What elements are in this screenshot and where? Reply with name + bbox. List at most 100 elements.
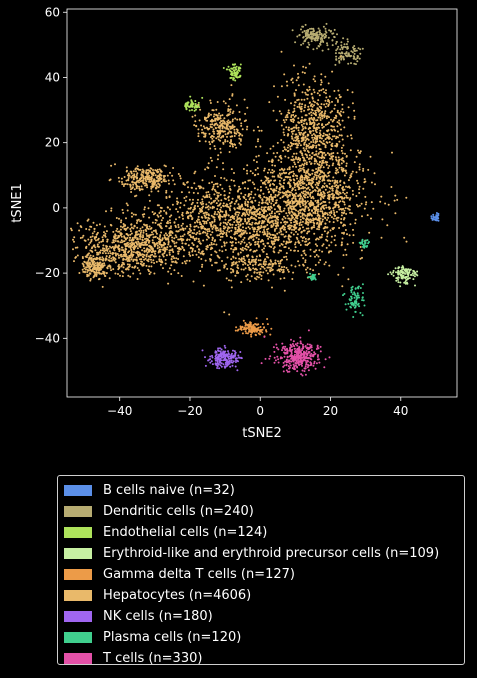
data-point bbox=[162, 217, 164, 219]
data-point bbox=[291, 132, 294, 135]
data-point bbox=[253, 207, 256, 210]
data-point bbox=[223, 177, 226, 180]
data-point bbox=[110, 269, 113, 272]
data-point bbox=[304, 243, 307, 246]
data-point bbox=[215, 229, 218, 232]
data-point bbox=[213, 193, 216, 196]
data-point bbox=[185, 108, 188, 111]
data-point bbox=[117, 273, 119, 275]
data-point bbox=[266, 233, 269, 235]
data-point bbox=[272, 191, 275, 194]
data-point bbox=[320, 195, 323, 198]
data-point bbox=[245, 243, 248, 246]
data-point bbox=[248, 211, 251, 214]
data-point bbox=[162, 178, 165, 181]
data-point bbox=[242, 195, 245, 198]
data-point bbox=[156, 171, 159, 174]
data-point bbox=[246, 172, 249, 175]
data-point bbox=[340, 44, 343, 47]
data-point bbox=[255, 236, 258, 239]
data-point bbox=[360, 249, 363, 252]
data-point bbox=[188, 191, 191, 194]
data-point bbox=[280, 112, 283, 115]
data-point bbox=[314, 80, 317, 83]
data-point bbox=[263, 210, 266, 213]
data-point bbox=[228, 108, 231, 111]
data-point bbox=[233, 207, 236, 210]
data-point bbox=[109, 223, 112, 226]
data-point bbox=[313, 32, 316, 35]
data-point bbox=[233, 135, 236, 137]
data-point bbox=[297, 169, 300, 171]
data-point bbox=[358, 151, 361, 154]
data-point bbox=[344, 46, 347, 49]
data-point bbox=[167, 238, 170, 240]
data-point bbox=[263, 229, 265, 231]
data-point bbox=[134, 234, 137, 237]
data-point bbox=[255, 145, 257, 148]
data-point bbox=[216, 208, 219, 210]
data-point bbox=[219, 147, 222, 150]
data-point bbox=[297, 260, 300, 263]
data-point bbox=[132, 227, 135, 230]
data-point bbox=[172, 255, 175, 258]
data-point bbox=[266, 224, 269, 226]
data-point bbox=[148, 216, 151, 219]
data-point bbox=[320, 107, 323, 110]
data-point bbox=[193, 206, 196, 209]
data-point bbox=[296, 233, 299, 236]
data-point bbox=[143, 208, 146, 211]
data-point bbox=[227, 221, 230, 224]
data-point bbox=[214, 224, 217, 227]
data-point bbox=[327, 103, 330, 106]
data-point bbox=[308, 146, 311, 149]
data-point bbox=[219, 208, 222, 211]
data-point bbox=[272, 152, 275, 155]
data-point bbox=[289, 148, 292, 151]
data-point bbox=[211, 181, 213, 184]
data-point bbox=[244, 204, 247, 207]
data-point bbox=[396, 277, 399, 280]
data-point bbox=[231, 237, 234, 239]
data-point bbox=[270, 236, 273, 239]
data-point bbox=[136, 267, 139, 269]
data-point bbox=[330, 193, 333, 196]
data-point bbox=[222, 204, 224, 207]
data-point bbox=[317, 225, 320, 228]
data-point bbox=[336, 204, 339, 207]
data-point bbox=[260, 206, 263, 209]
data-point bbox=[263, 196, 266, 198]
data-point bbox=[129, 228, 132, 230]
data-point bbox=[353, 115, 356, 118]
data-point bbox=[230, 247, 233, 250]
data-point bbox=[135, 184, 138, 187]
data-point bbox=[261, 248, 264, 251]
data-point bbox=[172, 251, 175, 253]
data-point bbox=[210, 197, 213, 200]
data-point bbox=[204, 133, 207, 135]
data-point bbox=[299, 169, 302, 172]
data-point bbox=[157, 182, 160, 185]
data-point bbox=[159, 238, 162, 241]
data-point bbox=[175, 241, 178, 244]
data-point bbox=[246, 213, 249, 215]
data-point bbox=[205, 247, 208, 250]
data-point bbox=[172, 260, 175, 263]
data-point bbox=[107, 252, 110, 255]
data-point bbox=[150, 261, 153, 264]
data-point bbox=[320, 191, 323, 194]
data-point bbox=[300, 231, 303, 233]
data-point bbox=[320, 103, 323, 106]
data-point bbox=[341, 138, 344, 141]
data-point bbox=[280, 185, 283, 188]
data-point bbox=[334, 179, 337, 182]
data-point bbox=[147, 241, 150, 244]
data-point bbox=[290, 221, 293, 224]
data-point bbox=[143, 250, 146, 252]
data-point bbox=[411, 272, 414, 275]
data-point bbox=[226, 135, 228, 138]
data-point bbox=[151, 241, 154, 244]
data-point bbox=[397, 269, 400, 272]
data-point bbox=[321, 154, 324, 157]
data-point bbox=[353, 109, 356, 112]
